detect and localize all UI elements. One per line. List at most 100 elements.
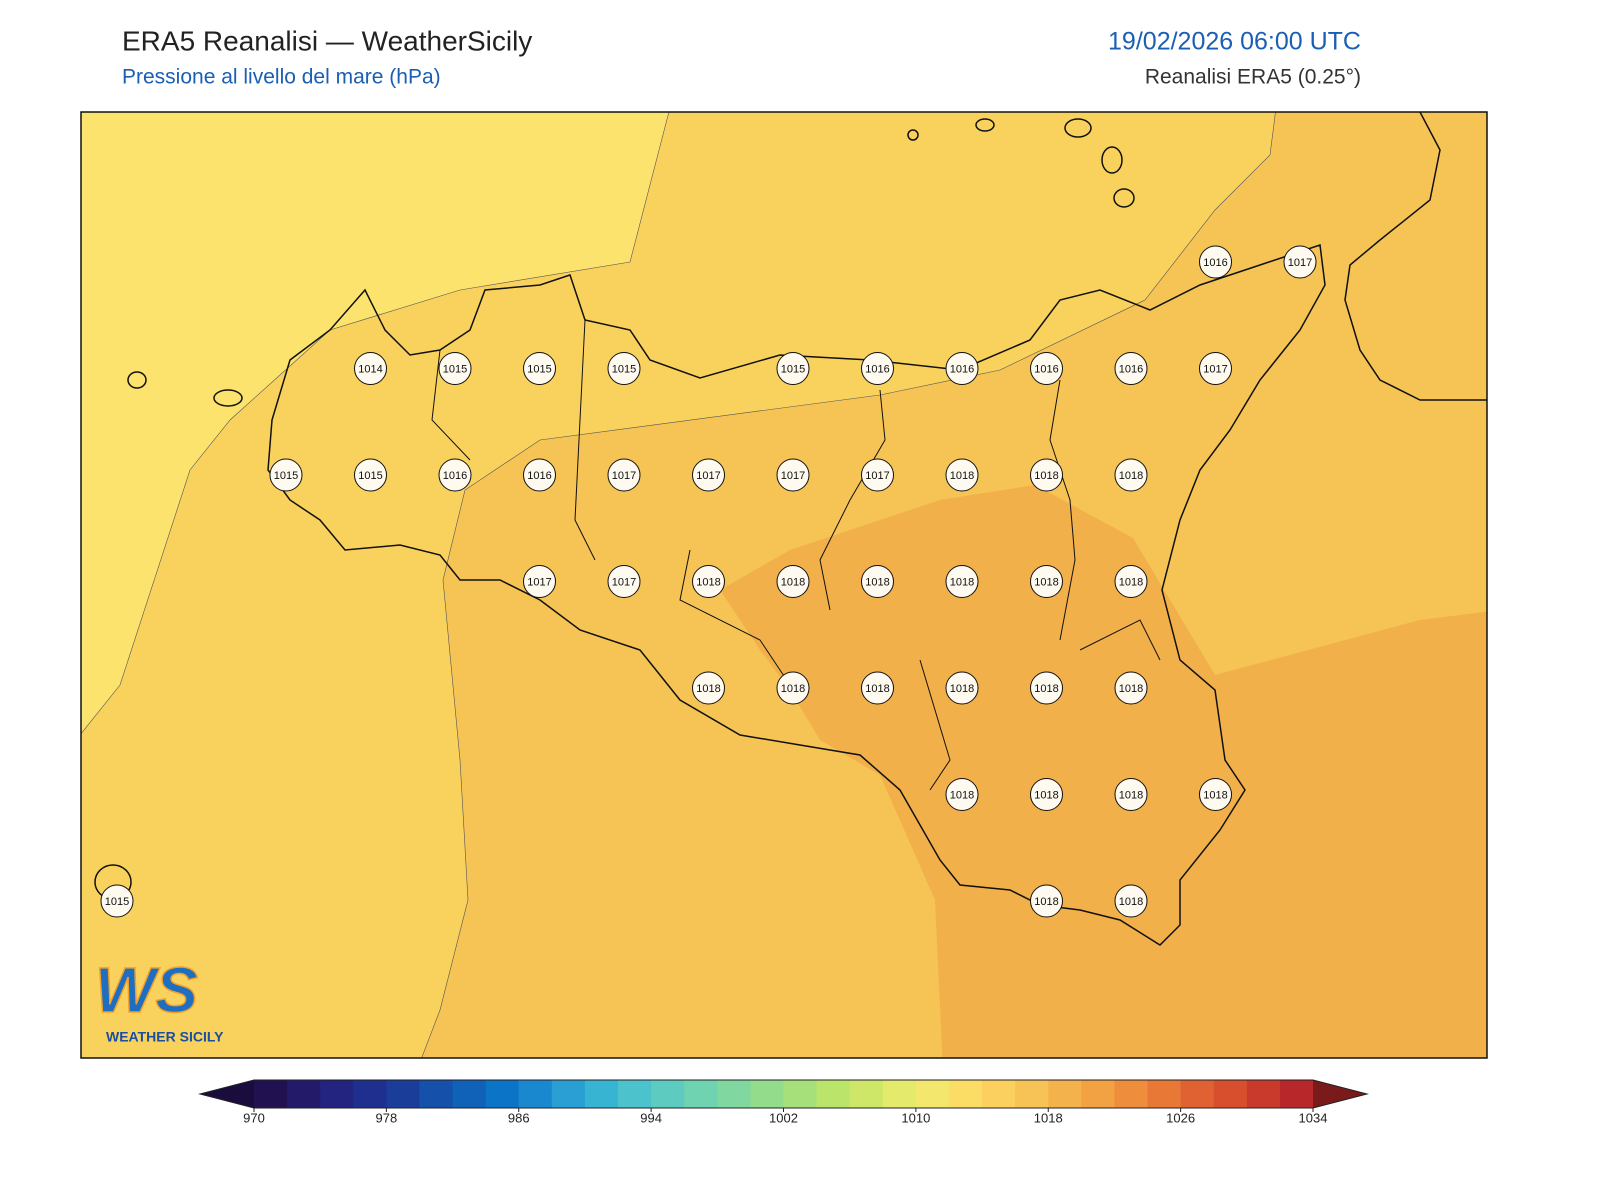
label-circle (776, 352, 810, 385)
label-circle (1114, 352, 1148, 385)
label-circle (945, 565, 979, 598)
label-circle (945, 458, 979, 492)
colorbar-bin (254, 1080, 288, 1108)
label-circle (438, 352, 472, 385)
pressure-label: 1018 (865, 576, 889, 588)
colorbar-over (1313, 1080, 1367, 1108)
island (1101, 146, 1123, 174)
island (127, 371, 147, 389)
pressure-label: 1015 (443, 363, 467, 375)
label-circle (945, 352, 979, 385)
logo-name: WEATHER SICILY (106, 1029, 224, 1045)
label-circle (354, 352, 387, 385)
label-circle (523, 458, 556, 492)
pressure-label: 1017 (1203, 363, 1227, 375)
colorbar-tick-label: 970 (243, 1110, 265, 1125)
label-circle (1283, 245, 1317, 279)
pressure-label: 1018 (1034, 470, 1058, 482)
pressure-label: 1018 (1034, 683, 1058, 695)
colorbar-bin (386, 1080, 420, 1108)
colorbar-tick-label: 1018 (1034, 1110, 1063, 1125)
colorbar-bin (618, 1080, 652, 1108)
pressure-label: 1018 (781, 576, 805, 588)
island (213, 389, 243, 407)
label-circle (692, 565, 725, 598)
colorbar-bin (287, 1080, 321, 1108)
label-circle (1030, 671, 1063, 705)
label-circle (1030, 352, 1063, 385)
colorbar-bin (915, 1080, 950, 1108)
subtitle: Pressione al livello del mare (hPa) (122, 66, 441, 89)
colorbar: 970 978 986 994 1002 1010 1018 1026 1034 (198, 1079, 1369, 1125)
colorbar-tick-label: 1026 (1166, 1110, 1195, 1125)
map-frame (80, 111, 1488, 1059)
colorbar-bin (320, 1080, 354, 1108)
colorbar-bin (1147, 1080, 1182, 1108)
colorbar-bin (882, 1080, 917, 1108)
colorbar-bin (1279, 1080, 1314, 1108)
pressure-label: 1018 (950, 789, 974, 801)
colorbar-bin (1081, 1080, 1115, 1108)
colorbar-bin (1213, 1080, 1248, 1108)
pressure-label: 1018 (1119, 683, 1143, 695)
colorbar-bin (353, 1080, 387, 1108)
colorbar-bin (518, 1080, 553, 1108)
label-circle (438, 458, 472, 492)
pressure-label: 1016 (1034, 363, 1058, 375)
label-circle (1030, 884, 1063, 918)
label-circle (692, 671, 725, 705)
region-border (431, 319, 1161, 791)
label-circle (945, 671, 979, 705)
label-circle (1030, 778, 1063, 811)
label-circle (945, 778, 979, 811)
coastline (1344, 112, 1487, 401)
pressure-label: 1015 (358, 470, 382, 482)
label-circle (861, 671, 894, 705)
label-circle (1114, 565, 1148, 598)
pressure-label: 1018 (865, 683, 889, 695)
island (907, 129, 919, 141)
colorbar-tick-label: 978 (376, 1110, 398, 1125)
island (975, 118, 995, 132)
colorbar-bin (783, 1080, 818, 1108)
pressure-label: 1017 (612, 470, 636, 482)
colorbar-bin (1180, 1080, 1215, 1108)
label-circle (269, 458, 303, 492)
title: ERA5 Reanalisi — WeatherSicily (122, 25, 532, 56)
pressure-label: 1018 (696, 683, 720, 695)
pressure-label: 1017 (612, 576, 636, 588)
label-circle (861, 352, 894, 385)
label-circle (1030, 565, 1063, 598)
island (1064, 118, 1092, 138)
label-circle (776, 458, 810, 492)
contour-fill (81, 112, 670, 735)
label-circle (1199, 778, 1232, 811)
label-circle (1199, 352, 1232, 385)
logo: WS WEATHER SICILY (94, 953, 224, 1045)
pressure-label: 1016 (1203, 257, 1227, 269)
colorbar-bin (750, 1080, 784, 1108)
pressure-label: 1016 (1119, 363, 1143, 375)
colorbar-bin (1246, 1080, 1281, 1108)
colorbar-bin (849, 1080, 884, 1108)
label-circle (523, 352, 556, 385)
colorbar-bin (651, 1080, 685, 1108)
source: Reanalisi ERA5 (0.25°) (1145, 66, 1361, 89)
label-circle (1114, 778, 1148, 811)
logo-mark: WS (95, 954, 198, 1026)
colorbar-bin (948, 1080, 983, 1108)
colorbar-tick-label: 994 (640, 1110, 662, 1125)
pressure-label: 1016 (443, 470, 467, 482)
pressure-label: 1018 (1119, 470, 1143, 482)
label-circle (354, 458, 387, 492)
pressure-label: 1015 (527, 363, 551, 375)
pressure-label: 1015 (105, 896, 129, 908)
colorbar-bin (419, 1080, 454, 1108)
pressure-label: 1014 (358, 363, 382, 375)
label-circle (607, 352, 641, 385)
pressure-label: 1018 (1119, 896, 1143, 908)
label-circle (861, 458, 894, 492)
pressure-label: 1015 (274, 470, 298, 482)
label-circle (1199, 245, 1232, 279)
